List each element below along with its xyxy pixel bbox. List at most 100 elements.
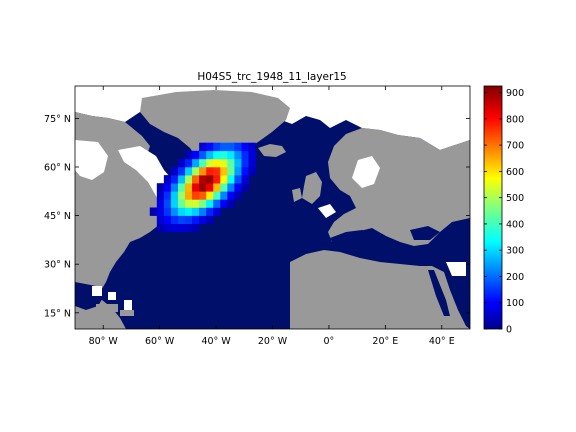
colorbar-tick-label: 500 (506, 193, 524, 204)
plume-cell (185, 183, 193, 192)
plume-cell (192, 207, 200, 216)
plume-cell (177, 207, 186, 216)
plume-cell (234, 142, 242, 152)
plume-cell (241, 150, 249, 160)
colorbar-tick-label: 400 (506, 219, 524, 230)
plume-cell (248, 142, 256, 152)
plume-cell (213, 142, 221, 152)
plume-cell (185, 215, 193, 224)
colorbar-tick-label: 300 (506, 246, 524, 257)
plume-cell (170, 175, 179, 184)
plume-cell (241, 142, 249, 152)
plume-cell (177, 175, 186, 184)
map-panel (75, 86, 470, 329)
plume-cell (206, 158, 214, 168)
plume-cell (206, 167, 214, 176)
plume-cell (156, 207, 165, 216)
plume-cell (199, 150, 207, 160)
plume-cell (156, 215, 165, 224)
plume-cell (192, 215, 200, 224)
plume-cell (185, 199, 193, 208)
land-africa (290, 250, 470, 329)
lon-tick-label: 0° (324, 336, 335, 347)
lon-tick-label: 60° W (145, 336, 175, 347)
plume-cell (177, 158, 186, 168)
plume-cell (177, 215, 186, 224)
plume-cell (227, 199, 235, 208)
plume-cell (170, 183, 179, 192)
plume-cell (170, 207, 179, 216)
plume-cell (213, 199, 221, 208)
plume-cell (206, 199, 214, 208)
plume-cell (185, 207, 193, 216)
plume-cell (199, 215, 207, 224)
colorbar (484, 86, 502, 329)
plume-cell (163, 175, 172, 184)
plume-cell (199, 199, 207, 208)
lon-tick-label: 20° W (258, 336, 288, 347)
plume-cell (156, 191, 165, 200)
lat-tick-label: 45° N (44, 211, 71, 222)
land-ireland (292, 188, 302, 202)
plume-cell (220, 191, 228, 200)
lat-tick-label: 30° N (44, 260, 71, 271)
plume-cell (234, 167, 242, 176)
plume-cell (227, 183, 235, 192)
north-sea-nodata (318, 204, 336, 218)
plume-cell (185, 191, 193, 200)
plume-cell (199, 167, 207, 176)
caribbean-nodata (92, 286, 102, 296)
plume-cell (213, 175, 221, 184)
plume-cell (206, 207, 214, 216)
plume-cell (163, 199, 172, 208)
red-sea (428, 270, 450, 316)
colorbar-tick-label: 200 (506, 272, 524, 283)
caribbean-island (120, 310, 134, 316)
colorbar-tick-label: 100 (506, 298, 524, 309)
lat-tick-label: 60° N (44, 163, 71, 174)
baltic-nodata (352, 156, 380, 188)
plume-cell (206, 142, 214, 152)
plume-cell (163, 215, 172, 224)
plume-cell (234, 150, 242, 160)
plume-cell (199, 142, 207, 152)
plume-cell (192, 167, 200, 176)
plume-cell (248, 167, 256, 176)
plume-cell (192, 183, 200, 192)
plume-cell (185, 223, 193, 233)
plume-cell (192, 223, 200, 233)
plume-cell (177, 199, 186, 208)
land-iceland (258, 144, 286, 157)
map-title: H04S5_trc_1948_11_layer15 (197, 71, 346, 83)
plume-cell (170, 191, 179, 200)
plume-cell (156, 183, 165, 192)
hudson-nodata (75, 140, 108, 180)
lat-tick-label: 15° N (44, 308, 71, 319)
plume-cell (213, 158, 221, 168)
caribbean-nodata (124, 300, 132, 310)
plume-cell (170, 215, 179, 224)
plume-cell (177, 167, 186, 176)
plume-cell (170, 223, 179, 233)
land-british-isles (302, 172, 322, 204)
plume-cell (149, 207, 158, 216)
longitude-axis: 80° W 60° W 40° W 20° W 0° 20° E 40° E (89, 86, 455, 347)
plume-cell (227, 167, 235, 176)
mediterranean-sea (330, 230, 440, 264)
plume-cell (220, 199, 228, 208)
plume-cell (213, 207, 221, 216)
plume-cell (220, 150, 228, 160)
plume-cell (241, 158, 249, 168)
plume-cell (163, 207, 172, 216)
colorbar-tick-label: 0 (506, 325, 512, 336)
plume-cell (213, 183, 221, 192)
plume-cell (234, 158, 242, 168)
plume-cell (199, 158, 207, 168)
plume-cell (192, 175, 200, 184)
plume-cell (227, 191, 235, 200)
plume-cell (199, 183, 207, 192)
colorbar-tick-label: 800 (506, 114, 524, 125)
plume-cell (185, 175, 193, 184)
plume-cell (227, 150, 235, 160)
plume-cell (220, 175, 228, 184)
